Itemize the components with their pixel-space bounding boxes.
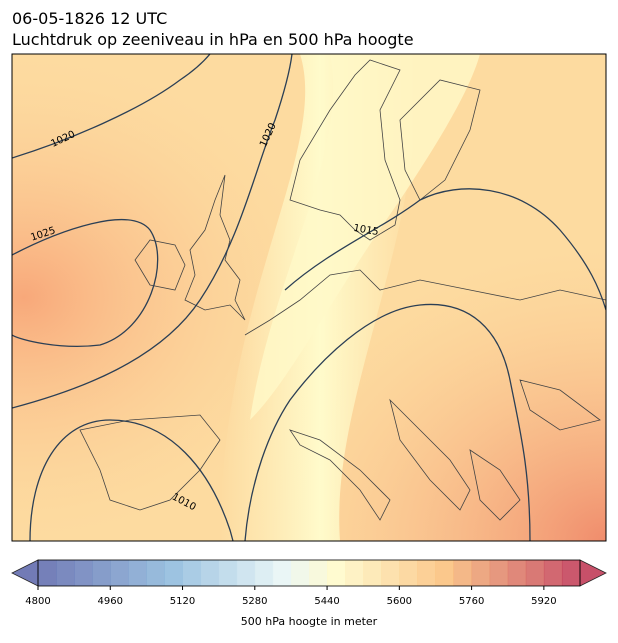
colorbar-segment bbox=[363, 560, 382, 586]
title: Luchtdruk op zeeniveau in hPa en 500 hPa… bbox=[12, 30, 414, 49]
colorbar-segment bbox=[471, 560, 491, 586]
colorbar-segment bbox=[92, 560, 111, 586]
colorbar-tick-label: 5600 bbox=[387, 596, 412, 607]
colorbar-tick-label: 5120 bbox=[170, 596, 195, 607]
colorbar-segment bbox=[236, 560, 256, 586]
colorbar-segment bbox=[128, 560, 147, 586]
colorbar-segment bbox=[399, 560, 418, 586]
colorbar-segment bbox=[507, 560, 527, 586]
colorbar-segment bbox=[417, 560, 436, 586]
colorbar-segment bbox=[327, 560, 346, 586]
colorbar-tick-label: 5920 bbox=[531, 596, 556, 607]
colorbar-segment bbox=[56, 560, 75, 586]
date: 06-05-1826 12 UTC bbox=[12, 9, 167, 28]
colorbar-segment bbox=[164, 560, 184, 586]
colorbar-extend-high bbox=[579, 559, 607, 587]
map-frame bbox=[11, 53, 607, 542]
colorbar-segment bbox=[38, 560, 57, 586]
colorbar-segment bbox=[74, 560, 93, 586]
colorbar-segment bbox=[218, 560, 238, 586]
colorbar-segment bbox=[309, 560, 328, 586]
colorbar-segment bbox=[200, 560, 220, 586]
colorbar-segment bbox=[290, 560, 310, 586]
colorbar: 4800 4960 5120 5280 5440 5600 5760 5920 500 hPa … bbox=[11, 559, 607, 628]
colorbar-segment bbox=[435, 560, 455, 586]
colorbar-segment bbox=[489, 560, 509, 586]
colorbar-segment bbox=[561, 560, 581, 586]
colorbar-segment bbox=[146, 560, 165, 586]
isobar-label: 1015 bbox=[352, 223, 379, 238]
colorbar-segment bbox=[453, 560, 473, 586]
colorbar-tick-label: 5760 bbox=[459, 596, 484, 607]
colorbar-segment bbox=[272, 560, 292, 586]
colorbar-tick-label: 5280 bbox=[242, 596, 267, 607]
colorbar-extend-low bbox=[11, 559, 39, 587]
map bbox=[12, 54, 606, 541]
colorbar-tick-label: 5440 bbox=[314, 596, 339, 607]
colorbar-segment bbox=[345, 560, 364, 586]
colorbar-segment bbox=[381, 560, 400, 586]
colorbar-segment bbox=[110, 560, 129, 586]
colorbar-frame bbox=[37, 559, 581, 587]
colorbar-tick-label: 4960 bbox=[98, 596, 123, 607]
colorbar-segment bbox=[254, 560, 274, 586]
colorbar-segment bbox=[543, 560, 563, 586]
colorbar-label: 500 hPa hoogte in meter bbox=[241, 615, 378, 628]
colorbar-tick-label: 4800 bbox=[25, 596, 50, 607]
colorbar-segment bbox=[525, 560, 545, 586]
colorbar-segment bbox=[182, 560, 202, 586]
